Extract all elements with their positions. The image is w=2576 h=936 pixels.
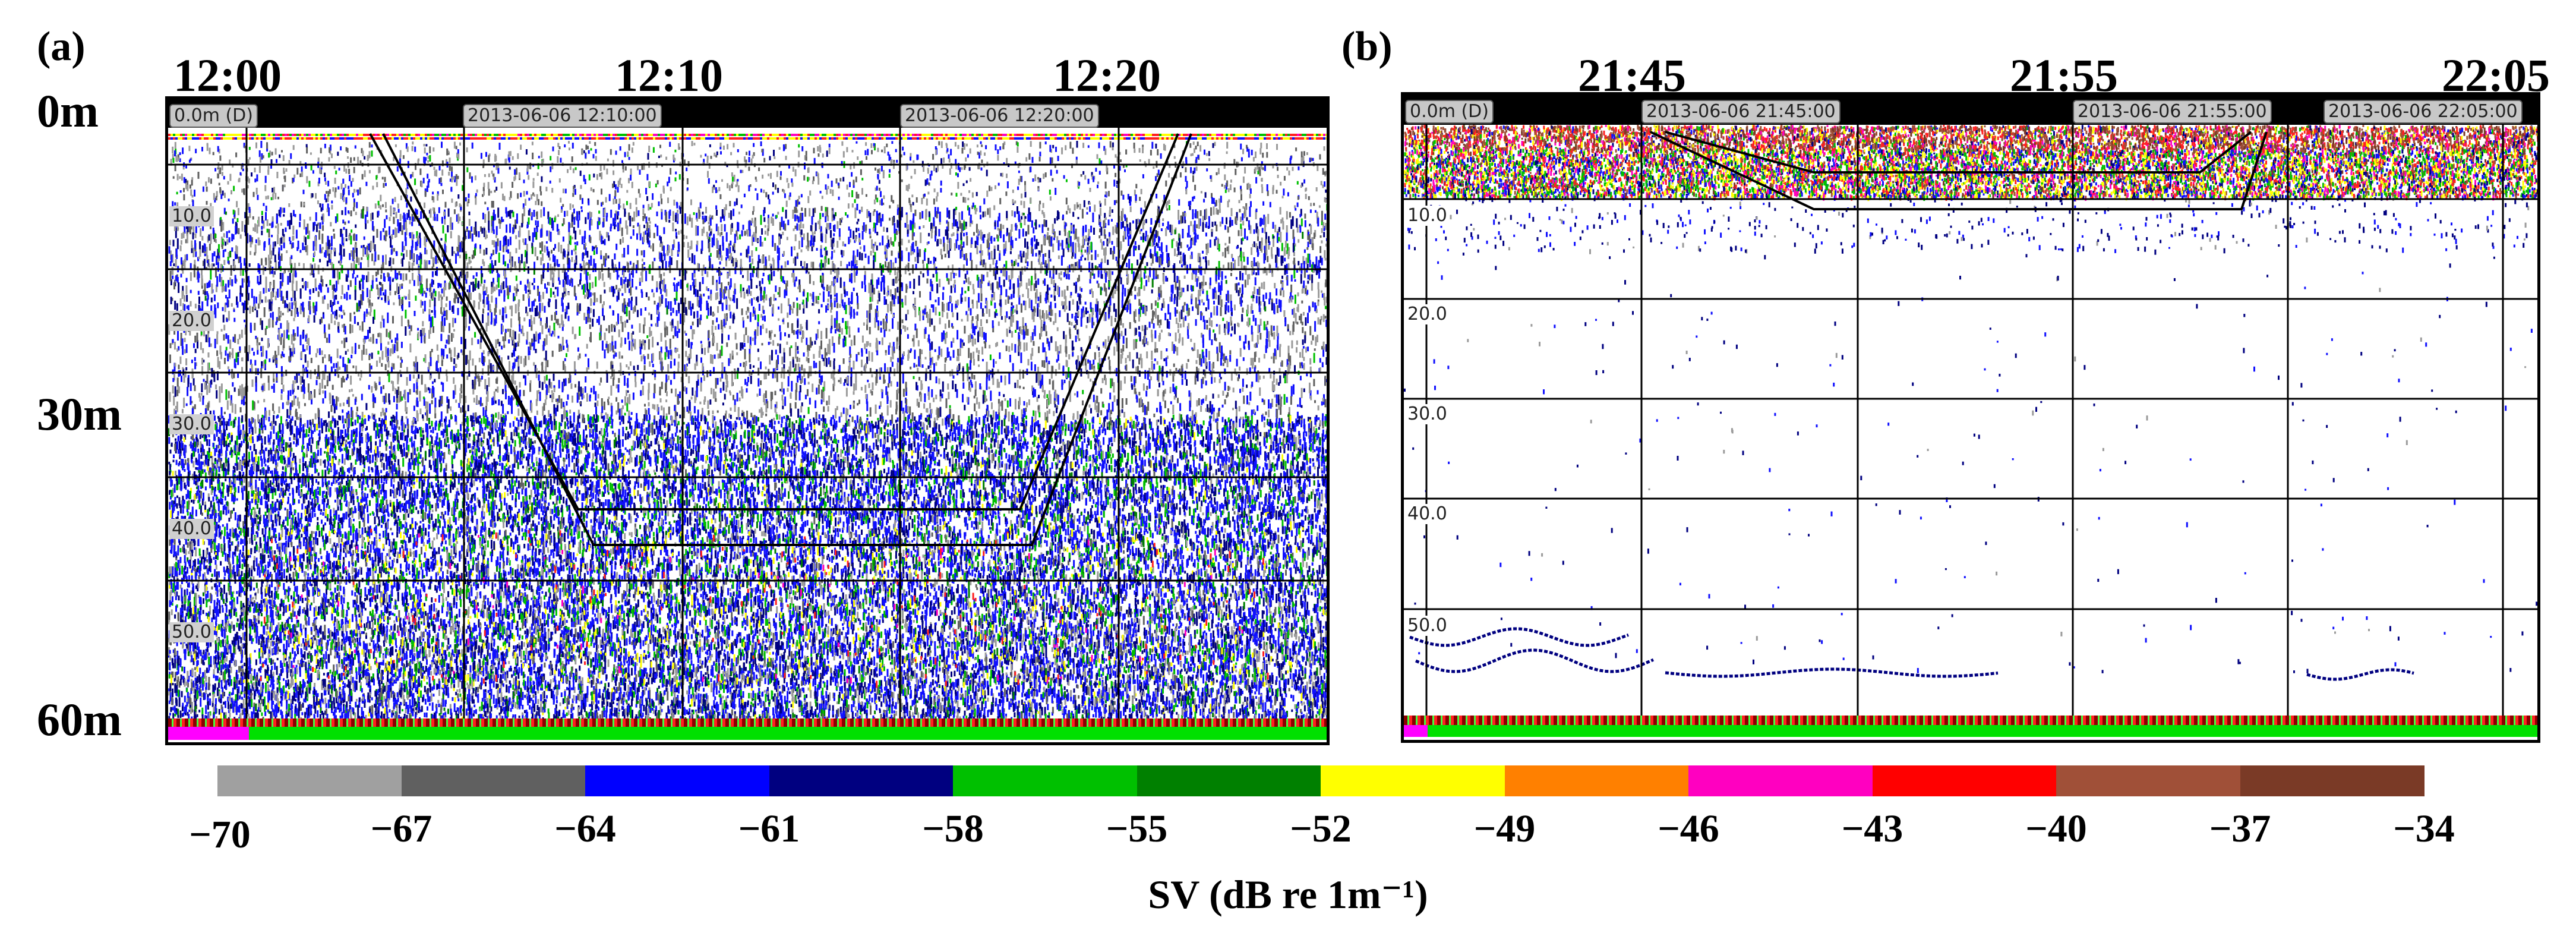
echogram-b-time-tag-2: 2013-06-06 21:55:00 — [2073, 100, 2272, 124]
panel-a-time-label-1: 12:00 — [173, 52, 282, 99]
echogram-b-grid-depth-10: 10.0 — [1405, 206, 1450, 226]
echogram-b: 0.0m (D) 2013-06-06 21:45:00 2013-06-06 … — [1401, 92, 2540, 743]
echogram-b-grid-depth-30: 30.0 — [1405, 404, 1450, 424]
depth-label-bottom: 60m — [37, 697, 122, 743]
colorbar-segment — [1137, 765, 1322, 796]
echogram-b-grid-depth-50: 50.0 — [1405, 616, 1450, 636]
echogram-a-time-tag-2: 2013-06-06 12:20:00 — [900, 104, 1099, 128]
colorbar-segment — [1321, 765, 1505, 796]
echogram-b-depth-tag: 0.0m (D) — [1405, 100, 1494, 124]
colorbar-segment — [953, 765, 1138, 796]
colorbar-segment — [402, 765, 586, 796]
echogram-b-grid-depth-40: 40.0 — [1405, 504, 1450, 524]
echogram-a-time-tag-1: 2013-06-06 12:10:00 — [463, 104, 662, 128]
colorbar-tick-label: −67 — [342, 809, 461, 849]
colorbar-segment — [1688, 765, 1873, 796]
echogram-b-grid-depth-20: 20.0 — [1405, 304, 1450, 324]
colorbar-tick-label: −40 — [1997, 809, 2116, 849]
echogram-b-time-tag-3: 2013-06-06 22:05:00 — [2324, 100, 2523, 124]
echogram-a-speckle — [168, 134, 1327, 726]
colorbar-tick-label: −52 — [1261, 809, 1380, 849]
echogram-a-grid-depth-50: 50.0 — [169, 622, 214, 642]
colorbar — [217, 765, 2424, 796]
colorbar-tick-label: −34 — [2365, 809, 2483, 849]
echogram-b-plot — [1404, 95, 2537, 740]
colorbar-tick-label: −61 — [710, 809, 829, 849]
colorbar-tick-label: −55 — [1078, 809, 1197, 849]
echogram-a-grid-depth-20: 20.0 — [169, 311, 214, 331]
panel-a-time-label-3: 12:20 — [1053, 52, 1161, 99]
panel-a-time-label-2: 12:10 — [615, 52, 723, 99]
colorbar-tick-label: −64 — [526, 809, 645, 849]
colorbar-segment — [769, 765, 954, 796]
echogram-a-bottom-bar — [168, 718, 1327, 740]
colorbar-segment — [217, 765, 402, 796]
colorbar-segment — [1873, 765, 2057, 796]
echogram-a-grid-depth-30: 30.0 — [169, 414, 214, 434]
colorbar-segment — [1505, 765, 1690, 796]
echogram-a-header-bar — [168, 99, 1327, 128]
echogram-a-grid-depth-40: 40.0 — [169, 519, 214, 539]
colorbar-tick-label: −43 — [1813, 809, 1932, 849]
colorbar-tick-label: −58 — [894, 809, 1012, 849]
depth-label-top: 0m — [37, 88, 99, 134]
colorbar-segment — [2056, 765, 2241, 796]
echogram-b-bottom-bar — [1404, 716, 2537, 737]
panel-b-letter: (b) — [1341, 26, 1393, 68]
colorbar-label: SV (dB re 1m⁻¹) — [0, 871, 2576, 918]
echogram-a-grid-depth-10: 10.0 — [169, 206, 214, 226]
colorbar-tick-label: −46 — [1629, 809, 1748, 849]
colorbar-tick-label: −70 — [160, 815, 279, 855]
colorbar-segment — [585, 765, 770, 796]
echogram-a: 0.0m (D) 2013-06-06 12:10:00 2013-06-06 … — [165, 96, 1330, 745]
depth-label-middle: 30m — [37, 391, 122, 437]
colorbar-tick-label: −37 — [2181, 809, 2300, 849]
echogram-a-plot — [168, 99, 1327, 742]
colorbar-segment — [2240, 765, 2425, 796]
echogram-a-depth-tag: 0.0m (D) — [169, 104, 258, 128]
echogram-b-time-tag-1: 2013-06-06 21:45:00 — [1641, 100, 1841, 124]
colorbar-tick-label: −49 — [1445, 809, 1564, 849]
panel-a-letter: (a) — [37, 26, 86, 68]
